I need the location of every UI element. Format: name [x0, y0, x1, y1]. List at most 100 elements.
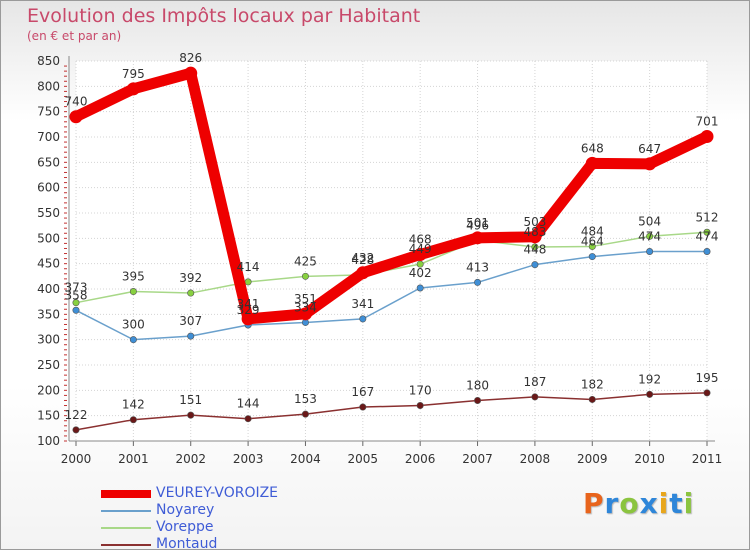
data-label-montaud: 170 [409, 384, 432, 398]
data-label-veurey-voroize: 647 [638, 142, 661, 156]
data-label-noyarey: 300 [122, 318, 145, 332]
data-label-veurey-voroize: 351 [294, 292, 317, 306]
data-label-montaud: 151 [179, 393, 202, 407]
data-point-veurey-voroize [69, 110, 83, 124]
data-point-montaud [301, 410, 309, 418]
y-tick-label: 250 [37, 358, 60, 372]
legend-label: VEUREY-VOROIZE [156, 485, 279, 501]
y-tick-label: 750 [37, 105, 60, 119]
data-label-veurey-voroize: 503 [523, 215, 546, 229]
logo-letter: o [619, 487, 640, 520]
data-label-montaud: 153 [294, 392, 317, 406]
y-tick-label: 450 [37, 257, 60, 271]
data-label-voreppe: 373 [65, 281, 88, 295]
series-line-noyarey [75, 250, 708, 341]
data-point-montaud [588, 395, 596, 403]
data-label-veurey-voroize: 740 [65, 95, 88, 109]
data-label-veurey-voroize: 795 [122, 67, 145, 81]
data-point-montaud [187, 411, 195, 419]
data-label-voreppe: 414 [237, 260, 260, 274]
data-label-veurey-voroize: 501 [466, 216, 489, 230]
data-label-noyarey: 402 [409, 266, 432, 280]
x-tick-label: 2001 [118, 452, 149, 466]
data-label-voreppe: 449 [409, 242, 432, 256]
legend-swatch [101, 490, 151, 498]
data-label-noyarey: 448 [523, 243, 546, 257]
data-label-veurey-voroize: 648 [581, 141, 604, 155]
data-point-montaud [129, 416, 137, 424]
logo-letter: P [583, 487, 605, 520]
data-label-noyarey: 334 [294, 300, 317, 314]
data-point-voreppe [531, 243, 539, 251]
data-point-montaud [72, 426, 80, 434]
data-point-veurey-voroize [413, 248, 427, 262]
data-label-noyarey: 358 [65, 288, 88, 302]
series-line-veurey-voroize [70, 67, 713, 325]
series-line-montaud [75, 392, 708, 431]
x-tick-label: 2005 [348, 452, 379, 466]
data-label-montaud: 142 [122, 398, 145, 412]
data-point-noyarey [531, 261, 539, 269]
data-point-voreppe [129, 288, 137, 296]
legend-label: Voreppe [156, 519, 214, 535]
data-label-noyarey: 464 [581, 235, 604, 249]
data-point-veurey-voroize [528, 230, 542, 244]
data-label-montaud: 144 [237, 397, 260, 411]
x-tick-label: 2002 [175, 452, 206, 466]
data-point-noyarey [416, 284, 424, 292]
legend-label: Montaud [156, 536, 218, 550]
data-point-noyarey [588, 253, 596, 261]
data-label-voreppe: 392 [179, 271, 202, 285]
data-label-veurey-voroize: 701 [696, 114, 719, 128]
data-label-montaud: 167 [351, 385, 374, 399]
data-point-veurey-voroize [184, 66, 198, 80]
data-label-veurey-voroize: 468 [409, 233, 432, 247]
data-label-noyarey: 329 [237, 303, 260, 317]
plot-area [76, 61, 707, 441]
data-label-montaud: 122 [65, 408, 88, 422]
y-tick-label: 350 [37, 307, 60, 321]
data-point-voreppe [703, 228, 711, 236]
data-point-voreppe [301, 272, 309, 280]
data-point-montaud [703, 389, 711, 397]
data-point-noyarey [359, 315, 367, 323]
data-point-veurey-voroize [700, 129, 714, 143]
data-label-noyarey: 474 [696, 230, 719, 244]
data-label-montaud: 187 [523, 375, 546, 389]
legend-label: Noyarey [156, 502, 215, 518]
data-point-voreppe [646, 232, 654, 240]
data-label-voreppe: 512 [696, 210, 719, 224]
data-label-voreppe: 425 [294, 254, 317, 268]
data-point-montaud [646, 390, 654, 398]
data-point-noyarey [646, 248, 654, 256]
data-point-montaud [416, 402, 424, 410]
series-line-voreppe [75, 231, 708, 304]
y-tick-label: 200 [37, 383, 60, 397]
data-label-noyarey: 474 [638, 230, 661, 244]
y-tick-label: 800 [37, 79, 60, 93]
y-tick-label: 550 [37, 206, 60, 220]
data-point-noyarey [703, 248, 711, 256]
logo-letter: r [604, 487, 620, 520]
data-point-voreppe [72, 299, 80, 307]
logo-letter: i [683, 487, 695, 520]
logo-letter: x [639, 487, 659, 520]
data-label-noyarey: 341 [351, 297, 374, 311]
x-tick-label: 2006 [405, 452, 436, 466]
data-point-veurey-voroize [643, 157, 657, 171]
y-tick-label: 700 [37, 130, 60, 144]
data-point-veurey-voroize [471, 231, 485, 245]
logo-letter: i [658, 487, 670, 520]
data-label-voreppe: 496 [466, 218, 489, 232]
data-point-voreppe [588, 242, 596, 250]
data-label-veurey-voroize: 826 [179, 51, 202, 65]
data-point-montaud [359, 403, 367, 411]
data-point-noyarey [72, 306, 80, 314]
data-label-voreppe: 428 [351, 253, 374, 267]
data-point-veurey-voroize [585, 156, 599, 170]
x-tick-label: 2003 [233, 452, 264, 466]
x-tick-label: 2007 [462, 452, 493, 466]
legend-swatch [101, 527, 151, 529]
